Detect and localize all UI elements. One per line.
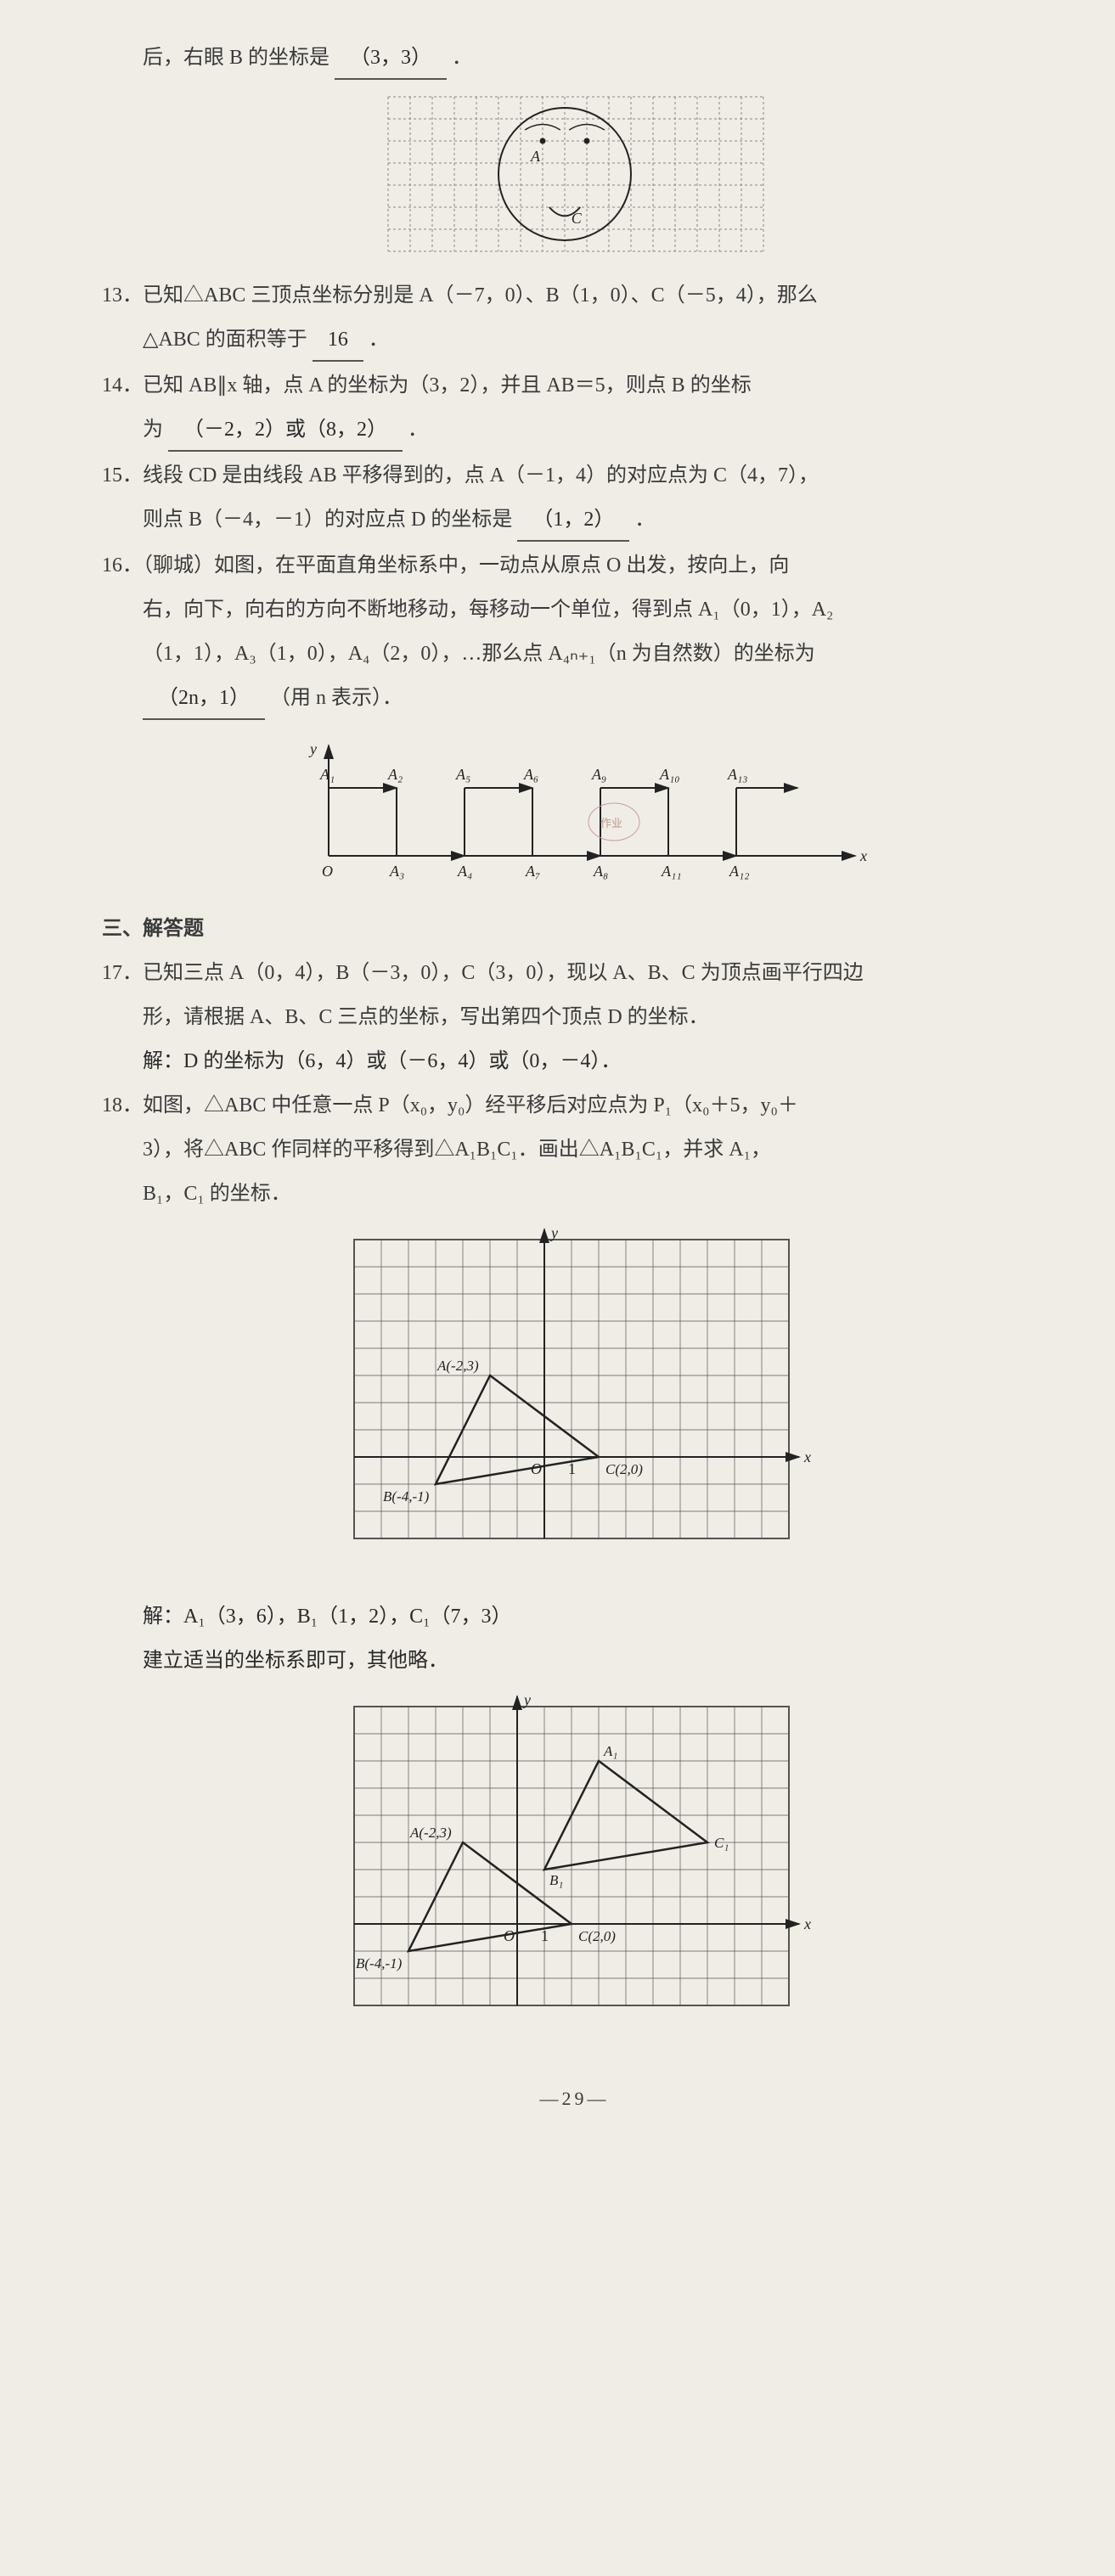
figure-triangle-abc: yxO1A(-2,3)B(-4,-1)C(2,0): [337, 1223, 813, 1588]
svg-text:O: O: [322, 863, 333, 880]
svg-text:y: y: [522, 1691, 531, 1708]
svg-text:y: y: [549, 1224, 558, 1241]
svg-text:A₁₃: A₁₃: [727, 766, 748, 783]
q15-line1: 15．线段 CD 是由线段 AB 平移得到的，点 A（－1，4）的对应点为 C（…: [102, 455, 1047, 496]
svg-text:A₂: A₂: [387, 766, 403, 783]
q16-line1: 16．（聊城）如图，在平面直角坐标系中，一动点从原点 O 出发，按向上，向: [102, 545, 1047, 586]
q14-text2: 为: [143, 419, 163, 441]
q18-sol-label: 解：: [143, 1606, 183, 1628]
q18-line3: B₁，C₁ 的坐标．: [102, 1173, 1047, 1214]
q15-text1: 线段 CD 是由线段 AB 平移得到的，点 A（－1，4）的对应点为 C（4，7…: [143, 464, 819, 487]
q18-sol-line2: 建立适当的坐标系即可，其他略．: [102, 1640, 1047, 1681]
svg-text:x: x: [859, 847, 867, 864]
q16-text4: （用 n 表示）．: [270, 687, 403, 709]
q18-text1: 如图，△ABC 中任意一点 P（x₀，y₀）经平移后对应点为 P₁（x₀＋5，y…: [143, 1094, 798, 1116]
svg-text:x: x: [803, 1448, 811, 1465]
svg-text:C(2,0): C(2,0): [578, 1928, 616, 1944]
q16-answer: （2n，1）: [143, 678, 265, 720]
q13-suffix: ．: [369, 329, 389, 351]
q14-suffix: ．: [408, 419, 428, 441]
svg-text:A(-2,3): A(-2,3): [436, 1358, 479, 1374]
q18-sol-line1: 解：A₁（3，6），B₁（1，2），C₁（7，3）: [102, 1596, 1047, 1637]
figure-smiley-face: AC: [380, 88, 770, 267]
q13-line2: △ABC 的面积等于 16 ．: [102, 319, 1047, 362]
q14-answer: （－2，2）或（8，2）: [168, 409, 403, 452]
figure-point-walk: y x A₁ A₂ A₅ A₆ A₉ A₁₀ A₁₃ O A₃ A₄ A₇ A₈ A₁₁ A₁₂ 作业: [261, 728, 889, 898]
q18-num: 18．: [102, 1094, 143, 1116]
q16-line2: 右，向下，向右的方向不断地移动，每移动一个单位，得到点 A₁（0，1），A₂: [102, 589, 1047, 630]
q18-line1: 18．如图，△ABC 中任意一点 P（x₀，y₀）经平移后对应点为 P₁（x₀＋…: [102, 1085, 1047, 1126]
q15-num: 15．: [102, 464, 143, 487]
q13-line1: 13．已知△ABC 三顶点坐标分别是 A（－7，0）、B（1，0）、C（－5，4…: [102, 275, 1047, 316]
q14-line1: 14．已知 AB∥x 轴，点 A 的坐标为（3，2），并且 AB＝5，则点 B …: [102, 365, 1047, 406]
q16-line3: （1，1），A₃（1，0），A₄（2，0），…那么点 A₄ₙ₊₁（n 为自然数）…: [102, 633, 1047, 674]
svg-text:x: x: [803, 1915, 811, 1932]
svg-text:A₁: A₁: [603, 1743, 617, 1759]
q17-solution: 解：D 的坐标为（6，4）或（－6，4）或（0，－4）．: [102, 1041, 1047, 1082]
svg-text:A₁: A₁: [319, 766, 335, 783]
q12-line: 后，右眼 B 的坐标是 （3，3） ．: [102, 37, 1047, 80]
q17-sol-label: 解：: [143, 1050, 183, 1072]
q18-text2: 3），将△ABC 作同样的平移得到△A₁B₁C₁．画出△A₁B₁C₁，并求 A₁…: [143, 1139, 771, 1161]
q14-text1: 已知 AB∥x 轴，点 A 的坐标为（3，2），并且 AB＝5，则点 B 的坐标: [143, 374, 752, 397]
svg-text:B₁: B₁: [549, 1872, 563, 1888]
svg-text:A: A: [530, 148, 541, 165]
q15-suffix: ．: [634, 509, 655, 531]
q16-text1: （聊城）如图，在平面直角坐标系中，一动点从原点 O 出发，按向上，向: [143, 554, 789, 577]
svg-text:作业: 作业: [600, 817, 622, 830]
svg-text:A₃: A₃: [389, 863, 404, 880]
q17-num: 17．: [102, 962, 143, 984]
svg-text:A₁₀: A₁₀: [659, 766, 680, 783]
svg-text:A₉: A₉: [591, 766, 606, 783]
q13-text2: △ABC 的面积等于: [143, 329, 307, 351]
q13-answer: 16: [313, 319, 363, 362]
svg-text:C₁: C₁: [714, 1835, 729, 1851]
svg-text:A₁₁: A₁₁: [661, 863, 682, 880]
q18-text3: B₁，C₁ 的坐标．: [143, 1183, 291, 1205]
q17-sol: D 的坐标为（6，4）或（－6，4）或（0，－4）．: [183, 1050, 621, 1072]
q12-suffix: ．: [452, 47, 472, 69]
q18-line2: 3），将△ABC 作同样的平移得到△A₁B₁C₁．画出△A₁B₁C₁，并求 A₁…: [102, 1129, 1047, 1170]
page-number: —29—: [102, 2080, 1047, 2118]
svg-text:y: y: [308, 740, 317, 757]
q15-line2: 则点 B（－4，－1）的对应点 D 的坐标是 （1，2） ．: [102, 499, 1047, 542]
section3-header: 三、解答题: [102, 908, 1047, 949]
q13-num: 13．: [102, 284, 143, 307]
q16-text3: （1，1），A₃（1，0），A₄（2，0），…那么点 A₄ₙ₊₁（n 为自然数）…: [143, 643, 815, 665]
q18-sol-text1: A₁（3，6），B₁（1，2），C₁（7，3）: [183, 1606, 511, 1628]
svg-text:A₈: A₈: [593, 863, 608, 880]
q17-text2: 形，请根据 A、B、C 三点的坐标，写出第四个顶点 D 的坐标．: [143, 1006, 709, 1028]
q13-text1: 已知△ABC 三顶点坐标分别是 A（－7，0）、B（1，0）、C（－5，4），那…: [143, 284, 818, 307]
q12-answer: （3，3）: [335, 37, 447, 80]
q16-num: 16．: [102, 554, 143, 577]
q14-line2: 为 （－2，2）或（8，2） ．: [102, 409, 1047, 452]
q15-text2: 则点 B（－4，－1）的对应点 D 的坐标是: [143, 509, 512, 531]
q17-text1: 已知三点 A（0，4），B（－3，0），C（3，0），现以 A、B、C 为顶点画…: [143, 962, 864, 984]
svg-text:C(2,0): C(2,0): [605, 1461, 643, 1477]
q16-text2: 右，向下，向右的方向不断地移动，每移动一个单位，得到点 A₁（0，1），A₂: [143, 599, 833, 621]
q17-line2: 形，请根据 A、B、C 三点的坐标，写出第四个顶点 D 的坐标．: [102, 997, 1047, 1038]
svg-text:B(-4,-1): B(-4,-1): [383, 1488, 430, 1505]
svg-text:A₁₂: A₁₂: [729, 863, 750, 880]
q17-line1: 17．已知三点 A（0，4），B（－3，0），C（3，0），现以 A、B、C 为…: [102, 953, 1047, 993]
q16-line4: （2n，1） （用 n 表示）．: [102, 678, 1047, 720]
figure-triangle-translated: yxO1A(-2,3)B(-4,-1)C(2,0)A₁B₁C₁: [337, 1690, 813, 2055]
q18-sol-text2: 建立适当的坐标系即可，其他略．: [143, 1650, 448, 1672]
svg-text:A₅: A₅: [455, 766, 470, 783]
svg-text:A₇: A₇: [525, 863, 540, 880]
q12-prefix: 后，右眼 B 的坐标是: [143, 47, 329, 69]
svg-text:A₆: A₆: [523, 766, 538, 783]
svg-text:A(-2,3): A(-2,3): [409, 1825, 452, 1841]
svg-text:A₄: A₄: [457, 863, 472, 880]
svg-text:C: C: [571, 210, 582, 227]
q15-answer: （1，2）: [517, 499, 629, 542]
q14-num: 14．: [102, 374, 143, 397]
svg-text:B(-4,-1): B(-4,-1): [356, 1955, 403, 1971]
